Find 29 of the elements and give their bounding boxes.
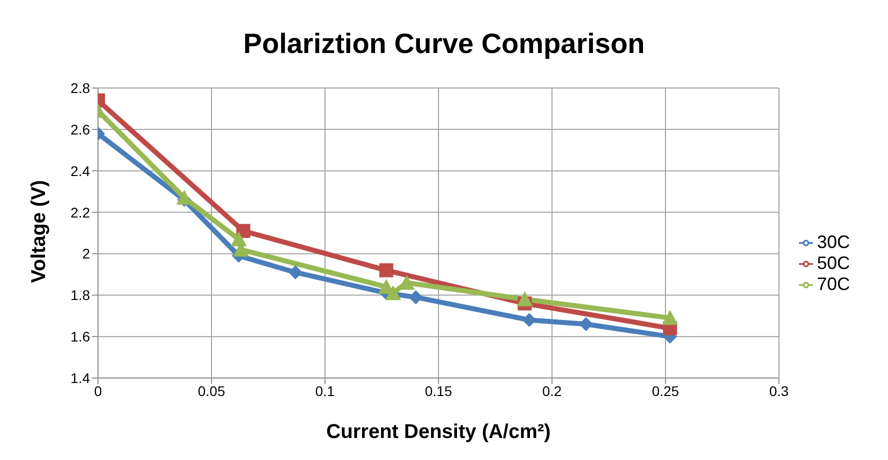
legend-label: 50C [816, 252, 850, 272]
y-tick-label: 2.8 [70, 80, 90, 96]
y-tick-label: 2.6 [70, 121, 90, 138]
x-tick-label: 0.1 [315, 382, 335, 399]
legend-label: 70C [816, 274, 850, 294]
x-tick-label: 0.3 [769, 382, 789, 399]
y-tick-label: 2.2 [70, 204, 90, 220]
x-tick-label: 0.2 [542, 382, 562, 399]
point [385, 285, 402, 300]
y-tick-label: 1.6 [70, 328, 90, 345]
y-tick-label: 1.4 [70, 370, 90, 386]
point [579, 317, 594, 332]
point [522, 313, 536, 327]
x-tick-label: 0.15 [424, 382, 452, 399]
y-tick-label: 2.4 [70, 162, 90, 179]
legend-label: 30C [816, 232, 850, 252]
x-axis-title: Current Density (A/cm²) [326, 421, 551, 443]
chart-title: Polariztion Curve Comparison [242, 27, 646, 61]
y-tick-label: 1.8 [70, 287, 90, 304]
x-tick-label: 0 [94, 382, 102, 399]
y-axis-title: Voltage (V) [28, 180, 50, 283]
x-tick-label: 0.05 [198, 382, 226, 399]
point [662, 310, 678, 325]
y-tick-label: 2 [82, 246, 90, 262]
point [288, 265, 302, 280]
point [379, 263, 394, 278]
point [408, 290, 423, 304]
point [516, 291, 533, 306]
x-tick-label: 0.25 [652, 382, 680, 399]
